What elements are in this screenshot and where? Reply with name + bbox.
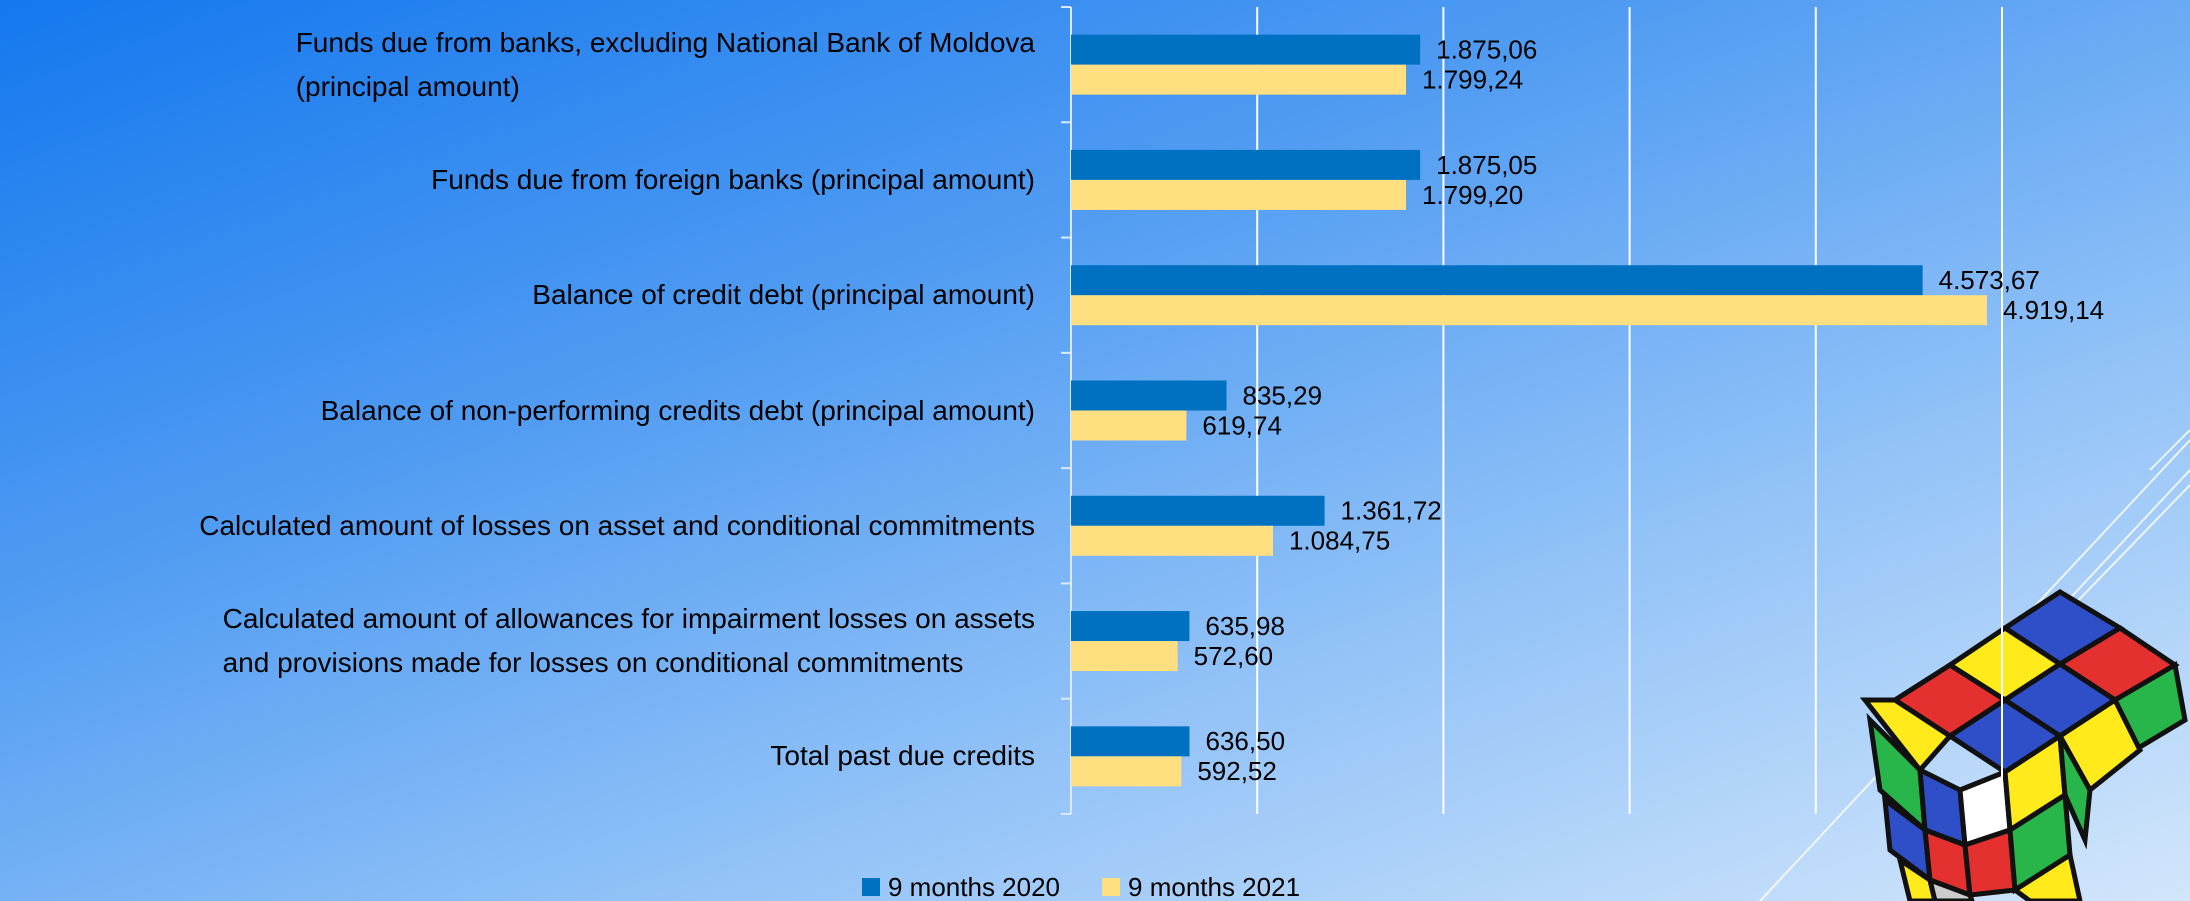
- bar: [1071, 179, 1407, 210]
- bar: [1071, 756, 1182, 787]
- data-label: 1.875,05: [1436, 150, 1537, 180]
- bar: [1071, 380, 1227, 411]
- data-label: 636,50: [1206, 726, 1286, 756]
- bar: [1071, 410, 1187, 441]
- legend-swatch: [1102, 878, 1121, 896]
- y-tick-label: Balance of credit debt (principal amount…: [532, 279, 1035, 311]
- legend-label: 9 months 2021: [1128, 872, 1300, 901]
- data-label: 1.875,06: [1436, 35, 1537, 65]
- y-tick-label: Calculated amount of allowances for impa…: [222, 603, 1035, 679]
- y-tick-label: Calculated amount of losses on asset and…: [199, 509, 1035, 541]
- data-label: 835,29: [1243, 380, 1323, 410]
- data-label: 1.361,72: [1341, 496, 1442, 526]
- data-label: 592,52: [1197, 756, 1277, 786]
- legend-label: 9 months 2020: [888, 872, 1060, 901]
- bar: [1071, 525, 1273, 556]
- data-label: 572,60: [1194, 641, 1274, 671]
- data-label: 635,98: [1205, 611, 1285, 641]
- legend-swatch: [862, 878, 880, 896]
- bar: [1071, 34, 1421, 65]
- data-label: 1.799,20: [1422, 180, 1523, 210]
- y-tick-label: Balance of non-performing credits debt (…: [320, 394, 1035, 426]
- bar: [1071, 495, 1325, 526]
- bar: [1071, 64, 1407, 95]
- y-tick-label: Total past due credits: [770, 740, 1035, 772]
- data-label: 4.919,14: [2003, 295, 2104, 325]
- y-tick-label: Funds due from foreign banks (principal …: [431, 163, 1035, 195]
- bar: [1071, 641, 1178, 672]
- bar: [1071, 265, 1923, 296]
- rubiks-cube: [1859, 589, 2188, 901]
- y-tick-label: Funds due from banks, excluding National…: [295, 26, 1035, 102]
- data-label: 4.573,67: [1939, 265, 2040, 295]
- bar: [1071, 295, 1987, 326]
- bar: [1071, 611, 1190, 642]
- bar: [1071, 149, 1421, 180]
- data-label: 619,74: [1202, 410, 1282, 440]
- bar: [1071, 726, 1190, 757]
- data-label: 1.084,75: [1289, 526, 1390, 556]
- data-label: 1.799,24: [1422, 65, 1523, 95]
